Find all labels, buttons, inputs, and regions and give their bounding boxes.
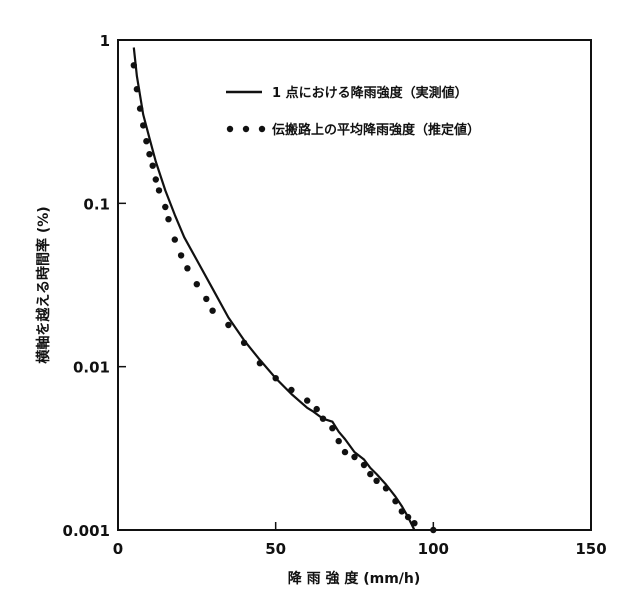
data-point-estimated <box>177 252 185 259</box>
data-point-estimated <box>146 151 153 158</box>
legend-marker-dotted <box>226 125 266 133</box>
data-point-estimated <box>404 513 412 521</box>
data-point-estimated <box>313 405 320 413</box>
y-axis-label: 横軸を越える時間率 (%) <box>35 206 52 363</box>
y-tick-label: 0.001 <box>63 522 110 540</box>
data-point-estimated <box>140 122 147 129</box>
data-point-estimated <box>373 477 380 484</box>
x-axis-label: 降 雨 強 度 (mm/h) <box>288 570 421 587</box>
x-tick-label: 150 <box>575 540 606 558</box>
data-point-estimated <box>382 485 390 492</box>
data-point-estimated <box>209 307 216 314</box>
data-point-estimated <box>335 437 342 445</box>
data-point-estimated <box>225 321 232 329</box>
data-point-estimated <box>411 520 418 527</box>
data-point-estimated <box>398 508 405 515</box>
plot-frame <box>117 39 592 531</box>
legend: 1 点における降雨強度（実測値） 伝搬路上の平均降雨強度（推定値） <box>226 85 480 138</box>
legend-dot <box>242 125 250 133</box>
legend-dot <box>258 125 266 133</box>
data-point-estimated <box>367 470 374 478</box>
data-point-estimated <box>288 386 295 394</box>
plot-area <box>117 39 592 531</box>
data-point-estimated <box>430 526 437 534</box>
data-point-estimated <box>143 138 150 145</box>
data-point-estimated <box>136 105 144 112</box>
series-layer <box>130 47 437 534</box>
data-point-estimated <box>351 453 358 461</box>
x-tick-label: 100 <box>418 540 449 558</box>
legend-label-series-2: 伝搬路上の平均降雨強度（推定値） <box>272 122 480 138</box>
data-point-estimated <box>240 339 248 346</box>
y-tick-label: 0.1 <box>83 195 110 213</box>
data-point-estimated <box>133 86 141 93</box>
series-line-measured <box>132 47 416 531</box>
y-tick-label: 1 <box>100 32 110 50</box>
data-point-estimated <box>304 397 311 404</box>
data-point-estimated <box>392 498 399 505</box>
legend-label-series-1: 1 点における降雨強度（実測値） <box>272 85 468 101</box>
data-point-estimated <box>193 281 200 288</box>
axis-ticks: 0 50 100 150 0.001 0.01 0.1 1 <box>63 32 607 558</box>
data-point-estimated <box>149 162 156 169</box>
data-point-estimated <box>319 415 327 422</box>
data-point-estimated <box>360 461 368 469</box>
data-point-estimated <box>165 216 172 223</box>
y-tick-label: 0.01 <box>73 359 110 377</box>
x-tick-label: 50 <box>265 540 286 558</box>
legend-dot <box>226 125 234 133</box>
data-point-estimated <box>272 375 279 382</box>
data-point-estimated <box>162 203 169 211</box>
data-point-estimated <box>171 236 178 243</box>
data-point-estimated <box>155 187 163 194</box>
data-point-estimated <box>130 62 137 69</box>
data-point-estimated <box>341 448 349 456</box>
data-point-estimated <box>256 360 264 367</box>
x-tick-label: 0 <box>113 540 123 558</box>
data-point-estimated <box>184 265 191 272</box>
data-point-estimated <box>329 425 336 432</box>
data-point-estimated <box>152 176 159 183</box>
data-point-estimated <box>203 295 210 303</box>
